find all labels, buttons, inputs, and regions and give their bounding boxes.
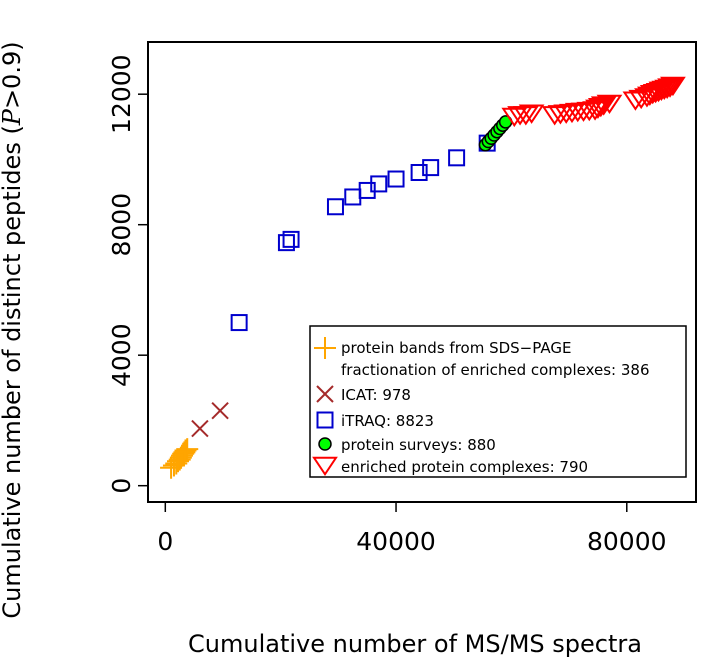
data-point [657, 78, 683, 98]
legend-label: ICAT: 978 [341, 386, 411, 404]
data-point [211, 401, 229, 420]
legend-marker [318, 437, 332, 451]
plot-area [147, 41, 697, 503]
y-axis-title-italic: P [0, 108, 26, 126]
legend-box [309, 325, 687, 478]
data-layer [160, 76, 686, 479]
y-axis: 0 4000 8000 12000 [107, 54, 148, 494]
x-tick-label: 0 [157, 527, 173, 556]
data-point [172, 442, 195, 465]
data-point [282, 230, 300, 248]
legend-marker [316, 411, 334, 429]
data-point [277, 234, 295, 252]
y-tick-label: 8000 [107, 193, 136, 257]
data-point [370, 175, 388, 193]
legend-item: protein surveys: 880 [318, 436, 496, 454]
data-point [173, 441, 196, 464]
legend-item: enriched protein complexes: 790 [312, 456, 588, 477]
data-point [448, 149, 466, 167]
data-point [512, 106, 539, 126]
data-point [501, 107, 528, 128]
legend-marker [316, 385, 334, 403]
data-point [518, 104, 545, 124]
legend-item: iTRAQ: 8823 [316, 411, 434, 430]
data-point [174, 439, 197, 462]
legend-label: protein surveys: 880 [341, 436, 496, 454]
legend-item: ICAT: 978 [316, 385, 411, 404]
data-point [422, 159, 440, 177]
data-point [191, 419, 209, 438]
data-point [410, 163, 428, 181]
data-point [590, 96, 617, 116]
y-axis-title-suffix: >0.9) [0, 41, 26, 109]
legend-item: protein bands from SDS−PAGE fractionation… [314, 337, 649, 379]
data-point [622, 91, 649, 111]
data-point [596, 94, 623, 115]
y-tick-label: 0 [107, 478, 136, 494]
x-tick-label: 40000 [356, 527, 436, 556]
series-circle [478, 115, 513, 152]
data-point [326, 198, 344, 216]
legend-label: enriched protein complexes: 790 [341, 458, 588, 476]
legend-marker [314, 337, 336, 359]
series-square [230, 134, 496, 332]
y-axis-title-prefix: Cumulative number of distinct peptides ( [0, 125, 26, 618]
legend-label: protein bands from SDS−PAGE [341, 339, 571, 357]
series-triangle-down [501, 76, 686, 128]
data-point [660, 76, 686, 97]
legend-label: iTRAQ: 8823 [341, 412, 434, 430]
legend-label: fractionation of enriched complexes: 386 [341, 361, 649, 379]
legend-marker [312, 456, 338, 477]
y-axis-title: Cumulative number of distinct peptides (… [0, 41, 26, 618]
y-tick-label: 4000 [107, 323, 136, 387]
x-axis-title: Cumulative number of MS/MS spectra [188, 630, 642, 658]
legend: protein bands from SDS−PAGE fractionation… [309, 325, 687, 478]
x-axis: 0 40000 80000 [157, 502, 667, 556]
series-plus [160, 438, 199, 479]
legend-items: protein bands from SDS−PAGE fractionation… [312, 337, 649, 477]
x-tick-label: 80000 [587, 527, 667, 556]
data-point [585, 99, 611, 119]
data-point [654, 79, 681, 100]
series-x [191, 401, 229, 438]
data-point [230, 314, 248, 332]
data-point [387, 170, 405, 188]
y-tick-label: 12000 [107, 54, 136, 134]
data-point [344, 188, 362, 206]
plot-box [147, 41, 697, 503]
data-point [176, 438, 199, 461]
